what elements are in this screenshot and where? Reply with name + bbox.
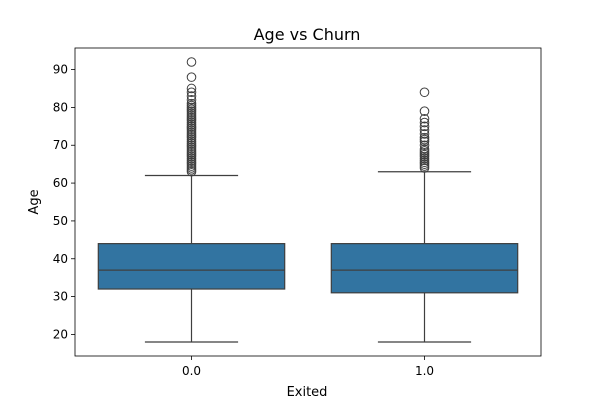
outlier-point — [419, 144, 430, 154]
y-axis: 20 30 40 50 60 70 80 90 — [53, 63, 75, 341]
outlier-point — [419, 113, 430, 124]
outlier-point — [186, 72, 197, 82]
y-tick-label: 60 — [53, 176, 68, 190]
outlier-point — [419, 117, 430, 128]
x-tick-label: 1.0 — [415, 364, 434, 378]
y-tick-label: 90 — [53, 63, 68, 77]
plot-frame — [74, 47, 542, 357]
outlier-point — [419, 140, 430, 151]
outlier-point — [419, 132, 430, 143]
outlier-point — [419, 87, 430, 98]
y-tick-label: 40 — [53, 252, 68, 266]
outlier-point — [186, 87, 197, 98]
outlier-point — [186, 83, 197, 94]
outlier-point — [186, 91, 197, 101]
y-tick-label: 50 — [53, 214, 68, 228]
x-axis: 0.0 1.0 — [182, 356, 434, 378]
y-axis-label: Age — [27, 189, 42, 214]
y-tick-label: 80 — [53, 100, 68, 114]
iqr-box — [97, 243, 286, 290]
chart-title: Age vs Churn — [254, 25, 361, 44]
plot-area — [97, 57, 519, 343]
box-group-1.0 — [330, 87, 519, 343]
y-tick-label: 20 — [53, 327, 68, 341]
x-tick-label: 0.0 — [182, 364, 201, 378]
outlier-point — [419, 125, 430, 135]
box-group-0.0 — [97, 57, 286, 343]
outlier-point — [419, 129, 430, 139]
outlier-point — [419, 106, 430, 116]
outlier-point — [186, 95, 197, 105]
y-tick-label: 30 — [53, 290, 68, 304]
x-axis-label: Exited — [287, 385, 328, 400]
y-tick-label: 70 — [53, 138, 68, 152]
outlier-point — [419, 121, 430, 132]
outlier-point — [186, 98, 197, 109]
outlier-point — [186, 57, 197, 67]
iqr-box — [330, 243, 519, 294]
